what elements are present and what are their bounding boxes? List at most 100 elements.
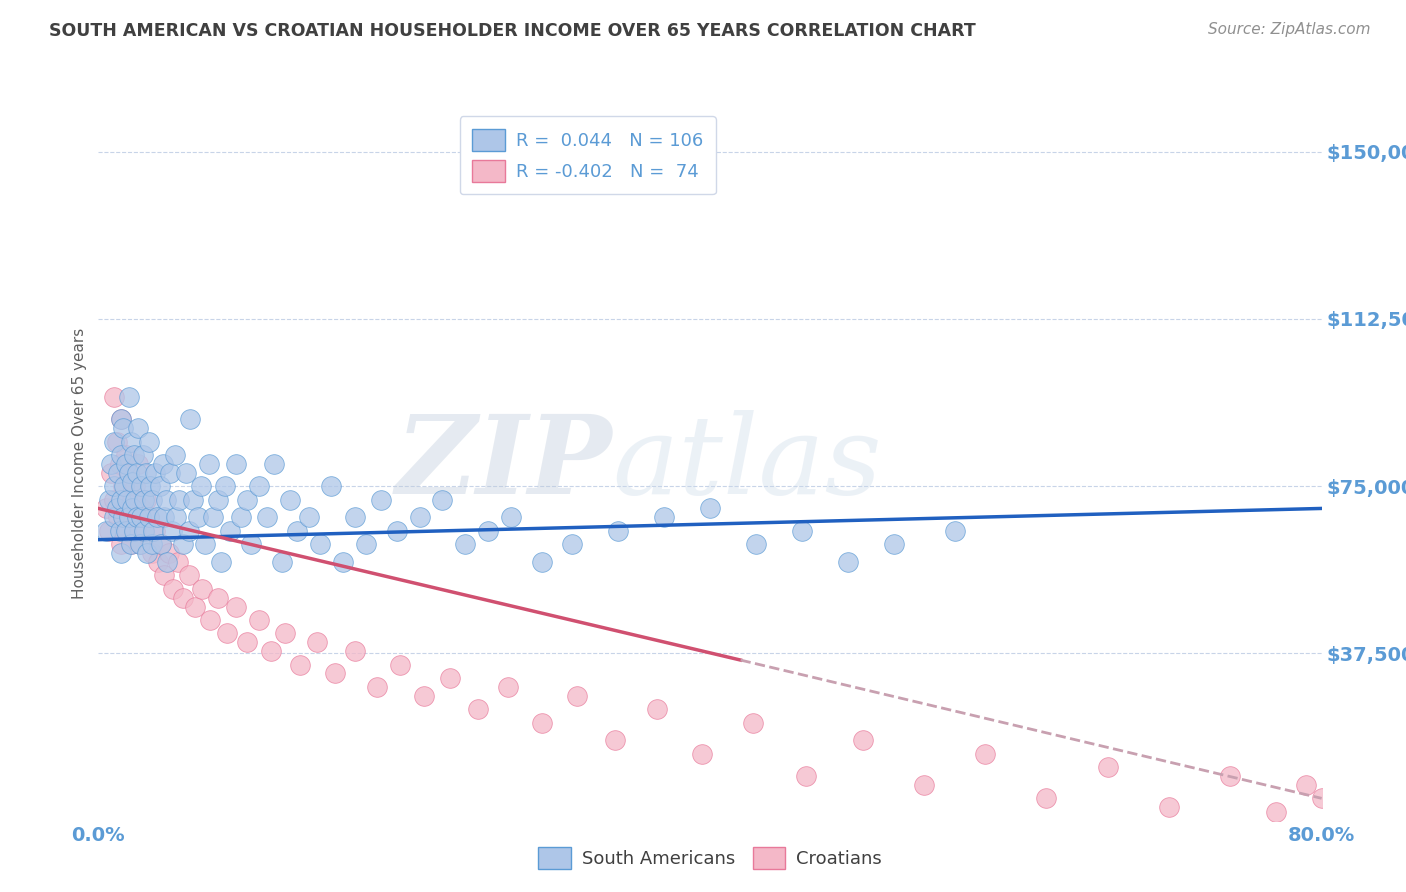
Point [138,434,160,449]
Point [439,671,461,685]
Point [652,510,675,524]
Point [110,546,132,560]
Point [225,457,247,471]
Point [138,510,160,524]
Point [134,492,156,507]
Point [235,492,257,507]
Point [307,635,329,649]
Point [184,599,207,614]
Point [198,613,221,627]
Point [134,524,156,538]
Point [150,537,173,551]
Point [388,657,411,672]
Point [270,555,292,569]
Point [105,434,128,449]
Point [177,568,200,582]
Point [319,479,342,493]
Point [263,457,285,471]
Point [103,492,125,507]
Point [108,524,131,538]
Point [103,390,125,404]
Point [122,524,145,538]
Point [1097,760,1119,774]
Point [202,510,225,524]
Point [1219,769,1241,783]
Point [103,434,125,449]
Point [160,524,183,538]
Point [94,501,117,516]
Point [432,492,454,507]
Point [121,492,143,507]
Point [156,555,179,569]
Point [103,479,125,493]
Point [370,492,392,507]
Point [105,501,128,516]
Point [565,689,588,703]
Point [260,644,283,658]
Point [122,524,145,538]
Point [143,466,166,480]
Point [152,457,174,471]
Y-axis label: Householder Income Over 65 years: Householder Income Over 65 years [72,328,87,599]
Point [385,524,408,538]
Point [129,510,152,524]
Point [912,778,935,792]
Point [135,466,157,480]
Point [285,524,308,538]
Point [366,680,388,694]
Point [129,501,152,516]
Point [110,537,132,551]
Point [112,479,135,493]
Point [108,457,131,471]
Point [120,537,142,551]
Point [153,568,176,582]
Text: Source: ZipAtlas.com: Source: ZipAtlas.com [1208,22,1371,37]
Point [274,626,297,640]
Point [354,537,377,551]
Point [100,457,122,471]
Legend: South Americans, Croatians: South Americans, Croatians [531,839,889,876]
Point [117,524,139,538]
Point [309,537,332,551]
Point [325,666,347,681]
Point [138,510,160,524]
Point [135,492,157,507]
Point [278,492,301,507]
Point [344,644,367,658]
Point [191,582,214,596]
Point [118,390,141,404]
Point [741,715,763,730]
Point [157,546,180,560]
Point [103,510,125,524]
Point [852,733,875,747]
Point [1157,800,1180,814]
Point [190,479,212,493]
Text: SOUTH AMERICAN VS CROATIAN HOUSEHOLDER INCOME OVER 65 YEARS CORRELATION CHART: SOUTH AMERICAN VS CROATIAN HOUSEHOLDER I… [49,22,976,40]
Point [607,524,630,538]
Point [974,747,997,761]
Point [142,524,165,538]
Point [290,657,312,672]
Point [134,524,156,538]
Point [125,466,148,480]
Point [125,510,148,524]
Point [172,537,194,551]
Point [413,689,436,703]
Point [118,466,141,480]
Point [177,524,200,538]
Point [111,479,134,493]
Point [256,510,278,524]
Point [1264,805,1286,819]
Point [118,501,141,516]
Point [235,635,257,649]
Point [94,524,117,538]
Point [146,555,169,569]
Point [141,492,163,507]
Point [120,537,142,551]
Point [219,524,242,538]
Point [209,555,232,569]
Point [141,546,163,560]
Point [172,591,194,605]
Point [645,702,668,716]
Point [207,492,229,507]
